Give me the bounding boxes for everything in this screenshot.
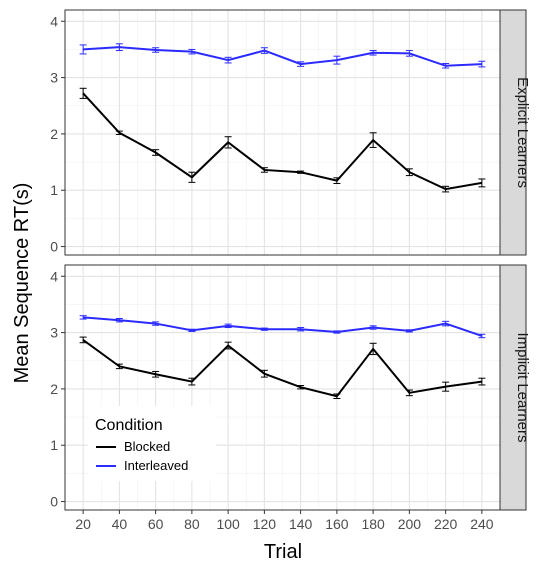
- data-point-blocked-120: [260, 167, 268, 173]
- data-point-blocked-240: [478, 178, 486, 188]
- y-tick-label: 0: [50, 494, 58, 510]
- data-point-blocked-120: [260, 369, 268, 378]
- series-interleaved: [79, 43, 486, 69]
- panel-2: [64, 264, 501, 511]
- data-point-interleaved-140: [297, 327, 305, 332]
- y-axis-title: Mean Sequence RT(s): [11, 183, 33, 384]
- x-tick-label: 60: [148, 516, 164, 532]
- series-interleaved: [79, 315, 486, 339]
- panel-1: [64, 9, 501, 256]
- y-tick-label: 2: [50, 381, 58, 397]
- data-point-interleaved-180: [369, 325, 377, 330]
- data-point-interleaved-220: [442, 63, 450, 69]
- data-point-blocked-220: [442, 381, 450, 392]
- data-point-interleaved-120: [260, 47, 268, 54]
- data-point-interleaved-60: [152, 321, 160, 326]
- data-point-blocked-200: [405, 168, 413, 177]
- data-point-interleaved-100: [224, 56, 232, 64]
- facet-strip-1: Explicit Learners: [499, 9, 531, 256]
- data-point-interleaved-140: [297, 61, 305, 67]
- data-point-interleaved-160: [333, 55, 341, 65]
- data-point-blocked-80: [188, 171, 196, 183]
- series-blocked: [79, 336, 486, 399]
- series-line-blocked: [82, 92, 483, 191]
- data-point-blocked-100: [224, 341, 232, 350]
- data-point-blocked-60: [152, 370, 160, 378]
- facet-strip-label: Explicit Learners: [514, 77, 531, 188]
- data-point-interleaved-20: [79, 44, 87, 55]
- x-tick-label: 180: [361, 516, 385, 532]
- x-tick-label: 220: [434, 516, 458, 532]
- x-tick-label: 20: [75, 516, 91, 532]
- data-point-blocked-220: [442, 185, 450, 193]
- data-point-blocked-100: [224, 136, 232, 149]
- legend-background: [88, 406, 216, 481]
- facet-strip-background: [499, 9, 527, 256]
- data-point-interleaved-240: [478, 60, 486, 68]
- series-line-interleaved: [83, 46, 482, 67]
- y-tick-label: 1: [50, 437, 58, 453]
- series-blocked: [79, 87, 486, 193]
- data-point-blocked-60: [152, 149, 160, 156]
- y-tick-label: 4: [50, 268, 58, 284]
- y-tick-label: 3: [50, 325, 58, 341]
- y-tick-label: 0: [50, 239, 58, 255]
- data-point-blocked-160: [333, 393, 341, 399]
- data-point-interleaved-120: [260, 327, 268, 331]
- y-tick-label: 1: [50, 182, 58, 198]
- data-point-blocked-240: [478, 377, 486, 386]
- data-point-blocked-180: [369, 132, 377, 148]
- data-point-interleaved-180: [369, 50, 377, 56]
- x-tick-label: 200: [398, 516, 422, 532]
- data-point-interleaved-160: [333, 330, 341, 334]
- facet-strip-label: Implicit Learners: [514, 332, 531, 442]
- data-point-blocked-160: [333, 177, 341, 184]
- data-point-interleaved-60: [152, 47, 160, 53]
- data-point-interleaved-20: [79, 315, 87, 320]
- y-tick-label: 3: [50, 70, 58, 86]
- data-point-blocked-180: [369, 342, 377, 356]
- data-point-blocked-40: [115, 130, 123, 135]
- series-line-blocked: [82, 339, 483, 398]
- data-point-blocked-20: [79, 87, 87, 99]
- x-tick-label: 100: [216, 516, 240, 532]
- data-point-interleaved-40: [115, 318, 123, 323]
- data-point-blocked-140: [297, 385, 305, 390]
- data-point-blocked-200: [405, 389, 413, 397]
- data-point-interleaved-100: [224, 323, 232, 329]
- data-point-interleaved-80: [188, 48, 196, 55]
- data-point-interleaved-200: [405, 329, 413, 333]
- facet-strip-background: [499, 264, 527, 511]
- y-tick-label: 4: [50, 13, 58, 29]
- data-point-blocked-20: [79, 336, 87, 344]
- x-tick-label: 160: [325, 516, 349, 532]
- x-tick-label: 40: [112, 516, 128, 532]
- data-point-interleaved-220: [442, 320, 450, 327]
- legend-label-interleaved: Interleaved: [124, 458, 188, 473]
- data-point-interleaved-80: [188, 328, 196, 332]
- legend-title: Condition: [95, 417, 163, 434]
- series-line-interleaved: [83, 316, 483, 337]
- data-point-interleaved-240: [478, 333, 486, 339]
- data-point-blocked-80: [188, 377, 196, 386]
- data-point-blocked-40: [115, 363, 123, 370]
- legend-label-blocked: Blocked: [124, 439, 170, 454]
- data-point-interleaved-200: [405, 50, 413, 57]
- facet-strip-2: Implicit Learners: [499, 264, 531, 511]
- x-tick-label: 80: [184, 516, 200, 532]
- x-tick-label: 240: [470, 516, 494, 532]
- data-point-blocked-140: [297, 170, 305, 174]
- y-tick-label: 2: [50, 126, 58, 142]
- x-axis-title: Trial: [264, 541, 302, 563]
- data-point-interleaved-40: [115, 43, 123, 52]
- x-tick-label: 140: [289, 516, 313, 532]
- legend: Condition Blocked Interleaved: [88, 406, 216, 481]
- x-tick-label: 120: [253, 516, 277, 532]
